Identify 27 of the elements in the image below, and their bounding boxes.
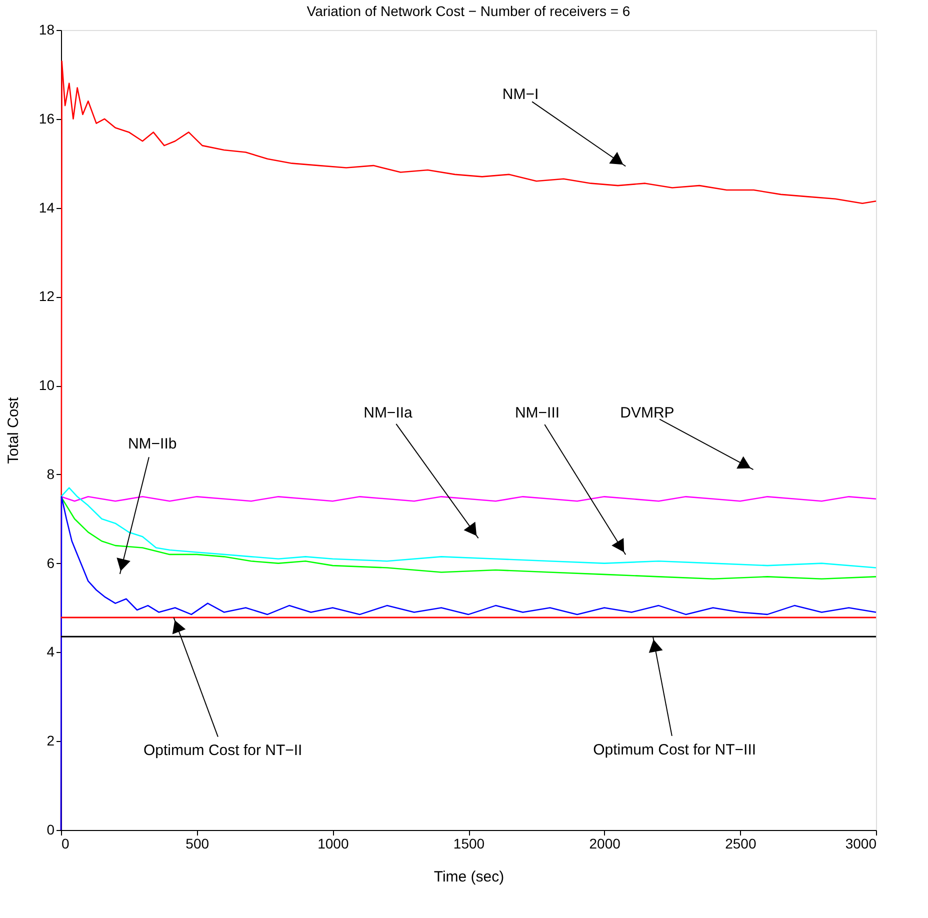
- y-tick-label: 8: [46, 466, 55, 482]
- y-tick-label: 14: [38, 199, 55, 216]
- x-tick-label: 500: [186, 836, 210, 852]
- chart-title: Variation of Network Cost − Number of receivers = 6: [306, 3, 630, 19]
- x-tick-label: 2500: [725, 836, 756, 852]
- y-tick-label: 12: [38, 288, 55, 304]
- x-axis-title: Time (sec): [434, 868, 504, 886]
- y-tick-label: 0: [46, 822, 55, 838]
- annotation: NM−III: [514, 404, 560, 422]
- annotation: DVMRP: [620, 404, 674, 422]
- y-tick-label: 6: [46, 554, 55, 571]
- annotation: NM−I: [502, 86, 539, 103]
- y-axis-title: Total Cost: [4, 396, 22, 464]
- y-tick-label: 2: [46, 732, 55, 749]
- y-tick-label: 4: [46, 644, 55, 660]
- annotation: Optimum Cost for NT−III: [593, 742, 756, 759]
- y-tick-label: 10: [38, 377, 55, 394]
- annotation: NM−IIa: [364, 404, 414, 422]
- x-tick-label: 1500: [453, 836, 485, 852]
- y-tick-label: 16: [38, 110, 55, 126]
- x-tick-label: 2000: [589, 836, 621, 852]
- y-tick-label: 18: [38, 22, 55, 38]
- annotation: NM−IIb: [128, 436, 177, 453]
- x-tick-label: 3000: [845, 836, 877, 852]
- annotation: Optimum Cost for NT−II: [143, 742, 302, 759]
- x-tick-label: 0: [62, 836, 70, 852]
- x-tick-label: 1000: [318, 836, 349, 852]
